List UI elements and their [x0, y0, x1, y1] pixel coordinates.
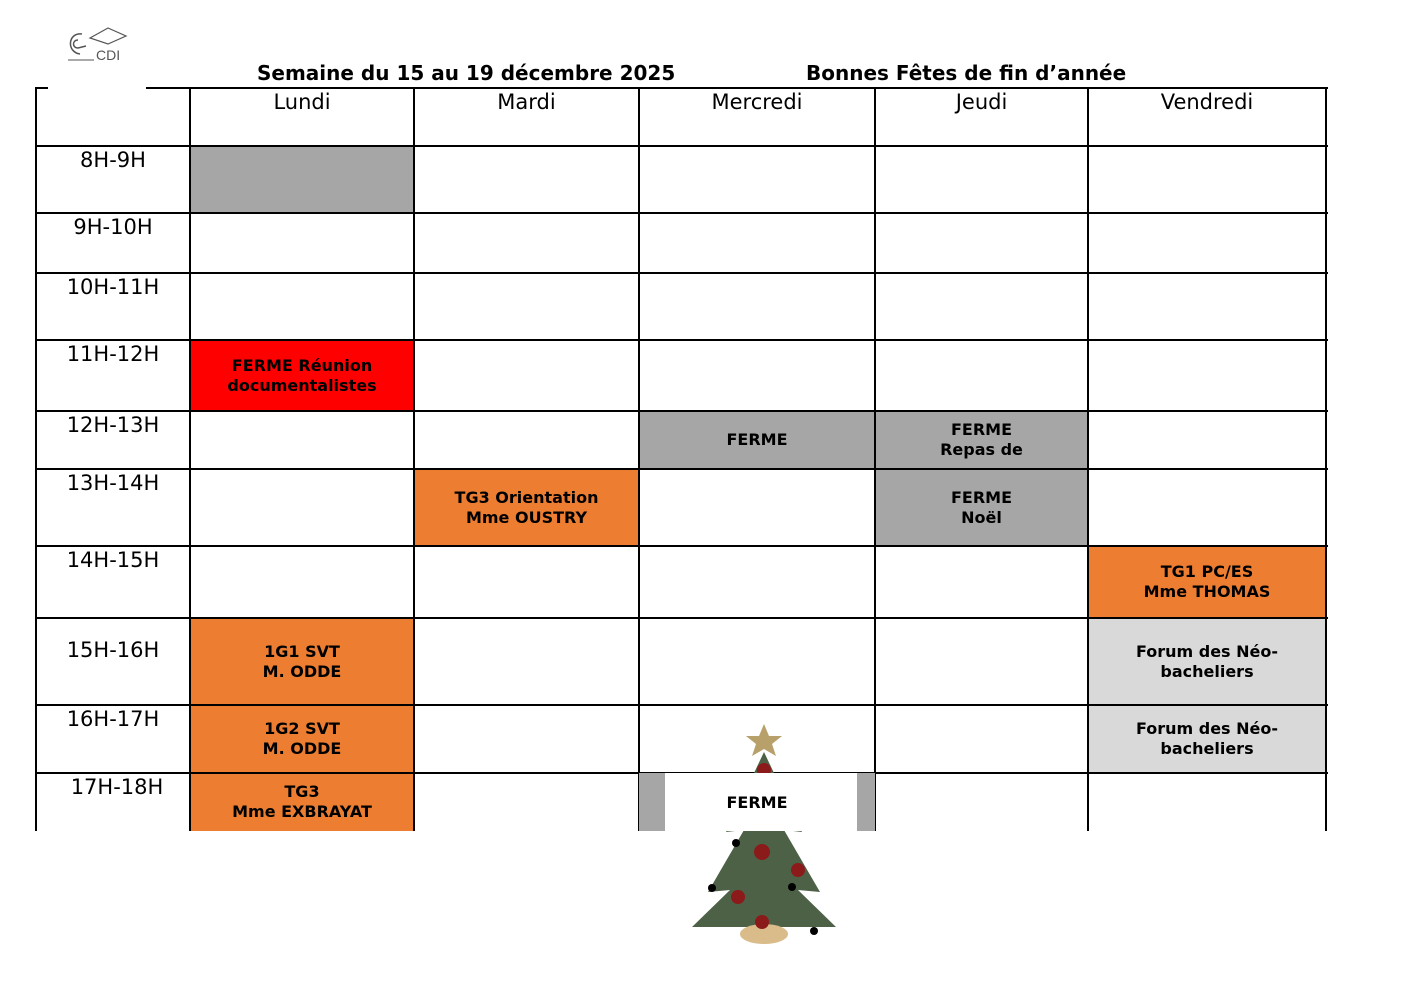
cell-label: FERME: [726, 793, 788, 812]
grid-line: [36, 339, 1328, 341]
schedule-cell: FERME: [639, 773, 875, 831]
time-slot-label: 12H-13H: [66, 413, 160, 437]
grid-line: [413, 87, 415, 831]
time-slot-label: 15H-16H: [66, 638, 160, 662]
schedule-cell: FERME Réunion documentalistes: [190, 340, 414, 411]
cell-label: TG1 PC/ES Mme THOMAS: [1143, 562, 1271, 601]
grid-line: [874, 87, 876, 831]
grid-line: [36, 617, 1328, 619]
grid-line: [36, 410, 1328, 412]
grid-line: [36, 272, 1328, 274]
day-header-4: Vendredi: [1160, 90, 1254, 114]
schedule-cell: Forum des Néo- bacheliers: [1088, 705, 1326, 773]
cell-label: 1G1 SVT M. ODDE: [262, 641, 342, 681]
schedule-cell: Forum des Néo- bacheliers: [1088, 618, 1326, 705]
schedule-cell: FERME Noël: [875, 469, 1088, 546]
schedule-cell: 1G1 SVT M. ODDE: [190, 618, 414, 705]
christmas-tree-icon: [692, 724, 836, 944]
schedule-cell: [190, 146, 414, 213]
time-slot-label: 10H-11H: [66, 275, 160, 299]
time-slot-label: 13H-14H: [66, 471, 160, 495]
schedule-cell: TG3 Mme EXBRAYAT: [190, 773, 414, 831]
grid-line: [36, 145, 1328, 147]
schedule-cell: TG1 PC/ES Mme THOMAS: [1088, 546, 1326, 618]
cell-label: Forum des Néo- bacheliers: [1135, 641, 1279, 681]
schedule-cell: FERME Repas de: [875, 411, 1088, 469]
cell-label: FERME: [726, 430, 788, 449]
grid-line: [1325, 87, 1327, 831]
cdi-logo: CDI: [68, 27, 128, 63]
cell-label: FERME Noël: [950, 487, 1013, 527]
schedule-cell: 1G2 SVT M. ODDE: [190, 705, 414, 773]
grid-line: [36, 212, 1328, 214]
cell-label: FERME Repas de: [940, 420, 1023, 459]
grid-line: [189, 87, 191, 831]
grid-line: [36, 468, 1328, 470]
grid-line: [36, 704, 1328, 706]
cell-label: Forum des Néo- bacheliers: [1135, 719, 1279, 758]
schedule-cell: TG3 Orientation Mme OUSTRY: [414, 469, 639, 546]
cell-label: TG3 Mme EXBRAYAT: [232, 782, 372, 821]
time-slot-label: 11H-12H: [66, 342, 160, 366]
svg-text:CDI: CDI: [96, 47, 120, 63]
week-title: Semaine du 15 au 19 décembre 2025: [257, 61, 676, 85]
grid-line: [638, 87, 640, 831]
day-header-0: Lundi: [273, 90, 331, 114]
time-slot-label: 17H-18H: [70, 775, 164, 799]
cell-label: 1G2 SVT M. ODDE: [262, 719, 342, 758]
greeting: Bonnes Fêtes de fin d’année: [806, 61, 1127, 85]
day-header-1: Mardi: [497, 90, 556, 114]
grid-line: [36, 545, 1328, 547]
time-slot-label: 14H-15H: [66, 548, 160, 572]
time-slot-label: 8H-9H: [80, 148, 146, 172]
day-header-2: Mercredi: [711, 90, 803, 114]
grid-line: [35, 87, 37, 831]
time-slot-label: 16H-17H: [66, 707, 160, 731]
day-header-3: Jeudi: [955, 90, 1008, 114]
grid-line: [1087, 87, 1089, 831]
schedule-cell: FERME: [639, 411, 875, 469]
cell-label: FERME Réunion documentalistes: [227, 355, 377, 395]
grid-line: [146, 87, 1328, 89]
time-slot-label: 9H-10H: [73, 215, 153, 239]
cell-label: TG3 Orientation Mme OUSTRY: [454, 487, 599, 527]
grid-line: [36, 87, 48, 89]
